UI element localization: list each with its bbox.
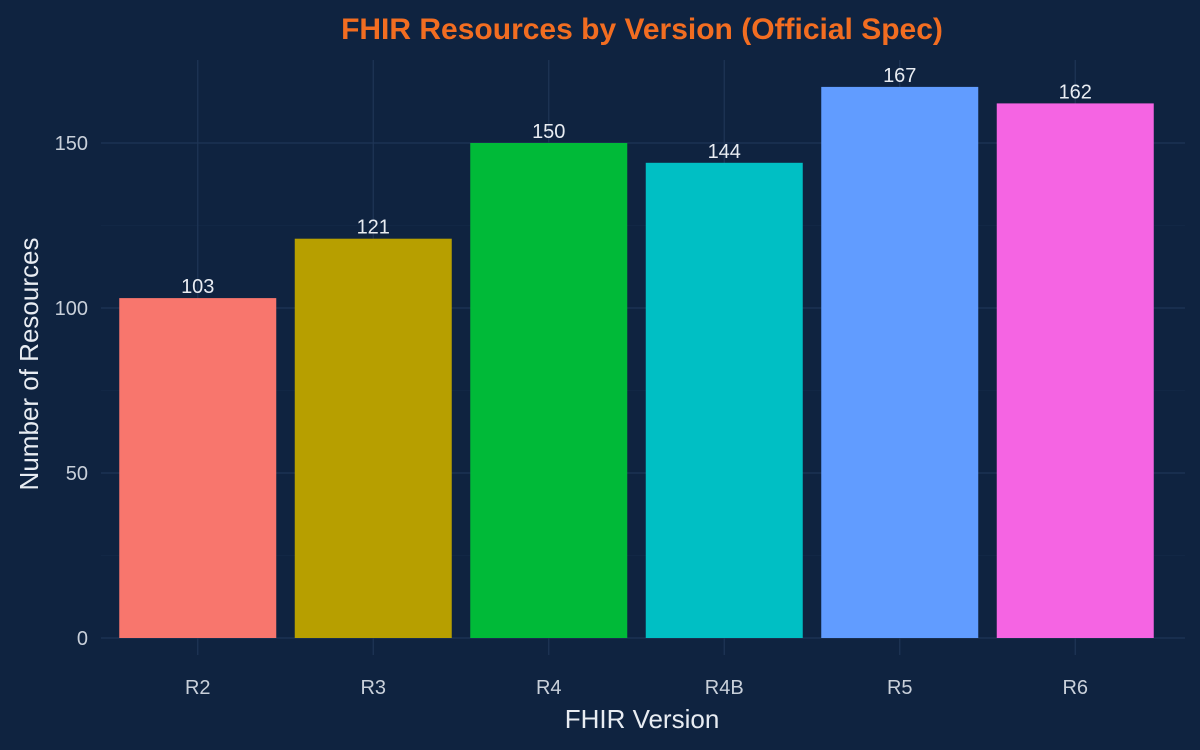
data-label-r4b: 144 [708,141,741,163]
bar-r3 [294,238,452,638]
data-label-r4: 150 [532,121,565,143]
bar-r5 [821,86,979,638]
y-tick-label-150: 150 [55,133,88,155]
y-axis-title: Number of Resources [14,238,44,491]
x-tick-label-r4b: R4B [705,677,744,699]
x-tick-label-r6: R6 [1062,677,1088,699]
x-tick-label-r5: R5 [887,677,913,699]
data-label-r3: 121 [357,217,390,239]
x-tick-labels-group: R2 R3 R4 R4B R5 R6 [185,677,1088,699]
y-tick-labels-group: 0 50 100 150 [55,133,88,650]
x-tick-label-r2: R2 [185,677,211,699]
bar-r2 [119,298,277,638]
bar-r4b [645,162,803,639]
y-tick-label-0: 0 [77,628,88,650]
x-axis-title: FHIR Version [565,704,720,734]
bars-group [119,86,1154,639]
data-labels-group: 103 121 150 144 167 162 [181,65,1092,298]
x-tick-label-r3: R3 [360,677,386,699]
x-tick-label-r4: R4 [536,677,562,699]
y-tick-label-100: 100 [55,298,88,320]
data-label-r2: 103 [181,276,214,298]
data-label-r5: 167 [883,65,916,87]
chart-title: FHIR Resources by Version (Official Spec… [341,13,943,46]
bar-r4 [470,143,628,638]
bar-r6 [996,103,1154,638]
data-label-r6: 162 [1059,81,1092,103]
y-tick-label-50: 50 [66,463,88,485]
